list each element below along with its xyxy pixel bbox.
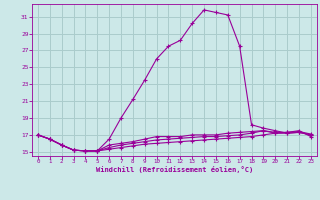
- X-axis label: Windchill (Refroidissement éolien,°C): Windchill (Refroidissement éolien,°C): [96, 166, 253, 173]
